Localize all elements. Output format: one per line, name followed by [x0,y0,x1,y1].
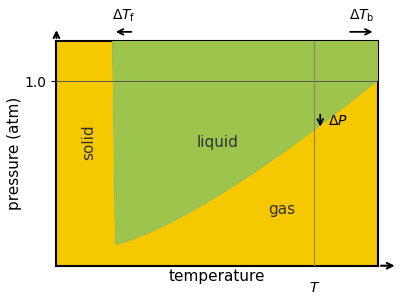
Text: $\Delta T_\mathregular{b}$: $\Delta T_\mathregular{b}$ [348,8,374,24]
Polygon shape [56,41,378,266]
Text: liquid: liquid [196,135,238,150]
Polygon shape [113,41,137,243]
Polygon shape [113,41,378,243]
Text: $\Delta T_\mathregular{f}$: $\Delta T_\mathregular{f}$ [112,8,135,24]
X-axis label: temperature: temperature [169,268,266,284]
Polygon shape [116,52,378,243]
Text: T: T [310,281,318,295]
Polygon shape [134,41,378,232]
Y-axis label: pressure (atm): pressure (atm) [7,97,22,210]
Text: gas: gas [268,202,295,217]
Text: $\Delta P$: $\Delta P$ [328,114,348,128]
Text: solid: solid [81,124,96,160]
